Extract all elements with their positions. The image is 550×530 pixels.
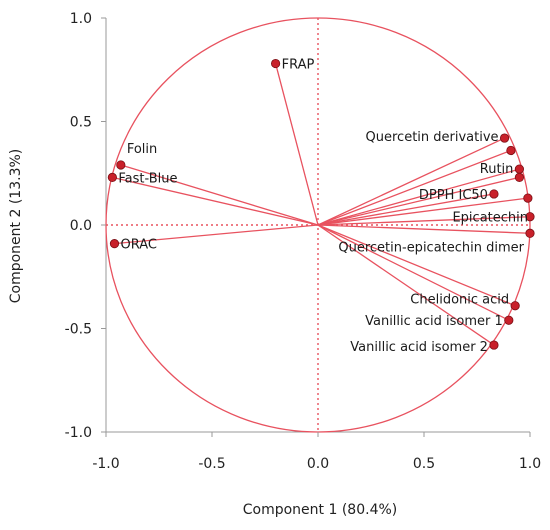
point-unlabeled-5	[506, 145, 516, 156]
point-rutin	[514, 164, 525, 174]
vector-frap	[274, 63, 319, 226]
point-unlabeled-9	[523, 193, 533, 203]
label-epicatechin: Epicatechin	[452, 211, 528, 226]
vector-dpph-ic50	[317, 193, 495, 226]
vector-rutin	[317, 168, 520, 226]
point-folin	[116, 160, 126, 170]
label-orac: ORAC	[120, 238, 156, 253]
axis-ticks: -1.0 -0.5 0.0 0.5 1.0 1.0 0.5 0.0 -0.5 -1.0	[65, 11, 541, 472]
loading-vectors	[112, 63, 531, 346]
point-unlabeled-7	[514, 172, 525, 182]
y-axis-title: Component 2 (13.3%)	[8, 149, 24, 304]
y-tick-label: 1.0	[70, 11, 92, 27]
label-quercetin-epicatechin-dimer: Quercetin-epicatechin dimer	[338, 240, 524, 255]
vector-fast-blue	[112, 176, 319, 226]
vector-chelidonic-acid	[317, 224, 516, 307]
vector-quercetin-derivative	[317, 137, 505, 226]
point-quercetin-epicatechin-dimer	[525, 228, 535, 238]
vector-quercetin-epicatechin-dimer	[317, 224, 531, 234]
x-axis-title: Component 1 (80.4%)	[243, 502, 398, 518]
variable-labels: FRAP Folin Fast-Blue ORAC Quercetin derivati…	[118, 58, 528, 356]
point-dpph-ic50	[489, 189, 499, 199]
label-frap: FRAP	[282, 58, 315, 73]
vector-vanillic-acid-isomer-1	[317, 224, 510, 321]
label-dpph-ic50: DPPH IC50	[419, 188, 488, 203]
label-vanillic-acid-isomer-2: Vanillic acid isomer 2	[350, 340, 488, 355]
label-rutin: Rutin	[480, 162, 514, 177]
point-vanillic-acid-isomer-2	[489, 340, 499, 350]
y-tick-label: 0.5	[70, 115, 92, 131]
vector-unlabeled-5	[317, 149, 512, 226]
loading-points	[107, 58, 535, 350]
vector-vanillic-acid-isomer-2	[317, 224, 495, 346]
label-fast-blue: Fast-Blue	[118, 171, 177, 186]
x-tick-label: 1.0	[519, 456, 541, 472]
vector-epicatechin	[317, 216, 531, 226]
point-vanillic-acid-isomer-1	[504, 315, 514, 325]
vector-folin	[120, 164, 319, 226]
point-epicatechin	[525, 212, 535, 222]
vector-unlabeled-7	[317, 176, 520, 226]
y-tick-label: -1.0	[65, 425, 92, 441]
label-chelidonic-acid: Chelidonic acid	[410, 293, 509, 308]
point-quercetin-derivative	[499, 133, 510, 143]
x-tick-label: 0.0	[307, 456, 329, 472]
x-tick-label: -1.0	[92, 456, 119, 472]
vector-unlabeled-9	[317, 197, 528, 226]
point-orac	[109, 239, 120, 249]
point-frap	[270, 58, 281, 69]
label-folin: Folin	[127, 142, 157, 157]
x-tick-label: -0.5	[198, 456, 225, 472]
x-tick-label: 0.5	[413, 456, 435, 472]
label-vanillic-acid-isomer-1: Vanillic acid isomer 1	[365, 314, 503, 329]
y-tick-label: -0.5	[65, 322, 92, 338]
point-fast-blue	[107, 172, 117, 182]
label-quercetin-derivative: Quercetin derivative	[366, 130, 499, 145]
y-tick-label: 0.0	[70, 218, 92, 234]
vector-orac	[114, 224, 319, 245]
point-chelidonic-acid	[510, 301, 520, 311]
